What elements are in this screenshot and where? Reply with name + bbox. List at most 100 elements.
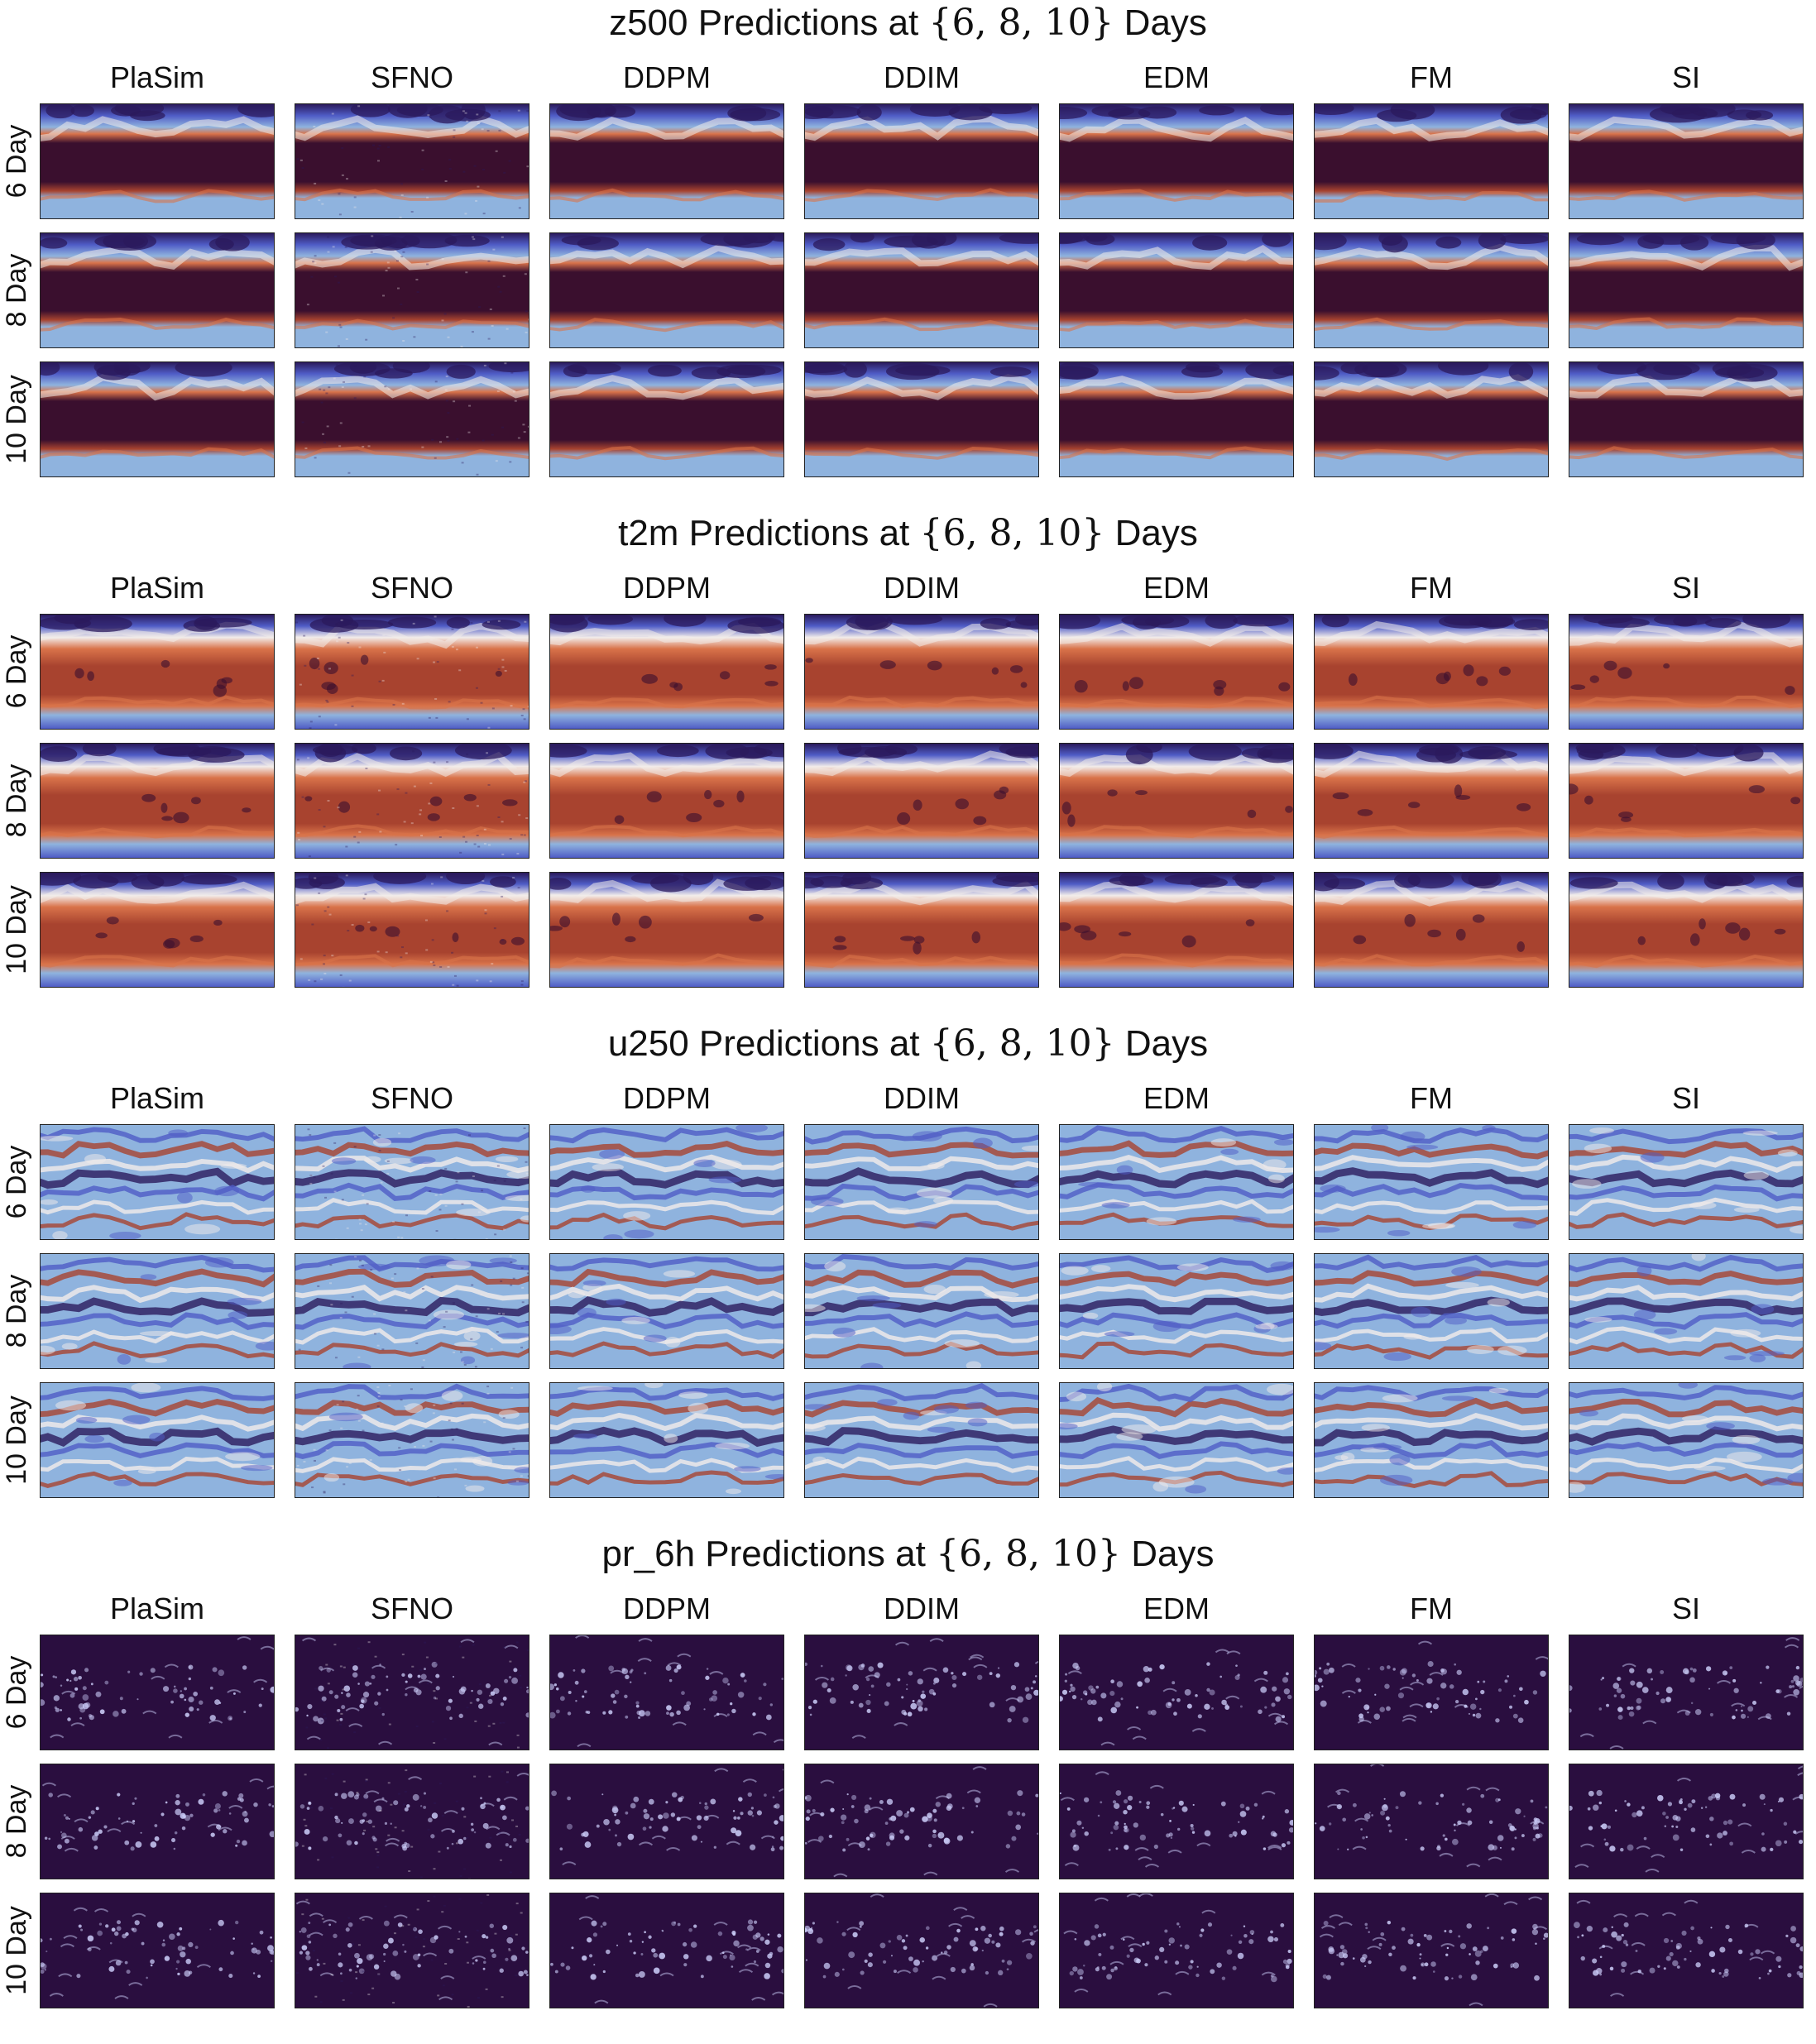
map-panel — [804, 1124, 1039, 1240]
map-panel — [804, 743, 1039, 859]
column-label: PlaSim — [40, 570, 275, 606]
map-panel — [1314, 1893, 1549, 2008]
row-label: 10 Day — [0, 361, 33, 477]
field-image — [295, 233, 529, 347]
map-panel — [295, 1635, 529, 1750]
map-panel — [1314, 103, 1549, 219]
field-image — [805, 1383, 1038, 1497]
field-image — [1315, 615, 1548, 729]
field-image — [1060, 873, 1293, 987]
field-image — [1569, 1764, 1803, 1879]
map-panel — [1569, 1635, 1804, 1750]
map-panel — [1569, 872, 1804, 988]
field-image — [1315, 873, 1548, 987]
field-image — [295, 1635, 529, 1750]
map-panel — [1569, 1124, 1804, 1240]
field-image — [41, 1125, 274, 1239]
field-image — [1569, 362, 1803, 476]
map-panel — [804, 614, 1039, 730]
field-image — [295, 1383, 529, 1497]
map-panel — [1059, 872, 1294, 988]
map-panel — [1569, 361, 1804, 477]
column-label: PlaSim — [40, 1080, 275, 1117]
row-label-text: 6 Day — [0, 1656, 33, 1730]
map-panel — [804, 872, 1039, 988]
field-image — [295, 1254, 529, 1368]
map-panel — [1059, 1124, 1294, 1240]
row-label: 10 Day — [0, 1382, 33, 1498]
map-panel — [295, 872, 529, 988]
field-image — [1060, 362, 1293, 476]
row-label: 8 Day — [0, 1764, 33, 1879]
section-title: u250 Predictions at {6, 8, 10} Days — [0, 1021, 1816, 1067]
map-panel — [549, 361, 784, 477]
field-image — [1569, 233, 1803, 347]
map-panel — [804, 103, 1039, 219]
column-label: DDIM — [804, 1080, 1039, 1117]
field-image — [1315, 1764, 1548, 1879]
column-label: SI — [1569, 60, 1804, 96]
map-panel — [1059, 361, 1294, 477]
map-panel — [549, 743, 784, 859]
map-panel — [804, 1382, 1039, 1498]
column-label: SI — [1569, 1080, 1804, 1117]
row-label: 6 Day — [0, 614, 33, 730]
field-image — [805, 615, 1038, 729]
field-image — [1315, 233, 1548, 347]
map-panel — [40, 1635, 275, 1750]
column-label: SI — [1569, 1591, 1804, 1627]
field-image — [41, 1635, 274, 1750]
map-panel — [1314, 361, 1549, 477]
map-panel — [1059, 614, 1294, 730]
column-label: EDM — [1059, 1080, 1294, 1117]
column-label: SFNO — [295, 60, 529, 96]
column-label: PlaSim — [40, 1591, 275, 1627]
row-label-text: 10 Day — [0, 1395, 33, 1485]
row-label: 10 Day — [0, 1893, 33, 2008]
map-panel — [1059, 1382, 1294, 1498]
field-image — [550, 233, 783, 347]
map-panel — [549, 1253, 784, 1369]
map-panel — [295, 614, 529, 730]
title-math: {6, 8, 10} — [930, 1022, 1115, 1065]
field-image — [805, 873, 1038, 987]
row-label: 6 Day — [0, 1124, 33, 1240]
row-label-text: 10 Day — [0, 1906, 33, 1995]
row-label-text: 10 Day — [0, 375, 33, 464]
field-image — [550, 744, 783, 858]
field-image — [805, 104, 1038, 218]
map-panel — [1569, 1382, 1804, 1498]
column-label: EDM — [1059, 1591, 1294, 1627]
column-label: FM — [1314, 1080, 1549, 1117]
field-image — [550, 615, 783, 729]
map-panel — [804, 361, 1039, 477]
field-image — [1315, 1893, 1548, 2008]
map-panel — [1059, 232, 1294, 348]
field-image — [1060, 744, 1293, 858]
field-image — [41, 104, 274, 218]
field-image — [1315, 1383, 1548, 1497]
map-panel — [295, 1382, 529, 1498]
field-image — [550, 362, 783, 476]
field-image — [1060, 1254, 1293, 1368]
map-panel — [1314, 1764, 1549, 1879]
field-image — [1315, 362, 1548, 476]
field-image — [550, 1383, 783, 1497]
field-image — [295, 1893, 529, 2008]
field-image — [805, 362, 1038, 476]
map-panel — [40, 743, 275, 859]
map-panel — [804, 1253, 1039, 1369]
map-panel — [549, 1893, 784, 2008]
map-panel — [549, 1635, 784, 1750]
field-image — [550, 1764, 783, 1879]
field-image — [1060, 233, 1293, 347]
column-label: SFNO — [295, 1591, 529, 1627]
field-image — [1060, 1383, 1293, 1497]
map-panel — [1569, 1253, 1804, 1369]
column-label: DDIM — [804, 60, 1039, 96]
column-label: DDPM — [549, 60, 784, 96]
field-image — [41, 1383, 274, 1497]
map-panel — [40, 361, 275, 477]
